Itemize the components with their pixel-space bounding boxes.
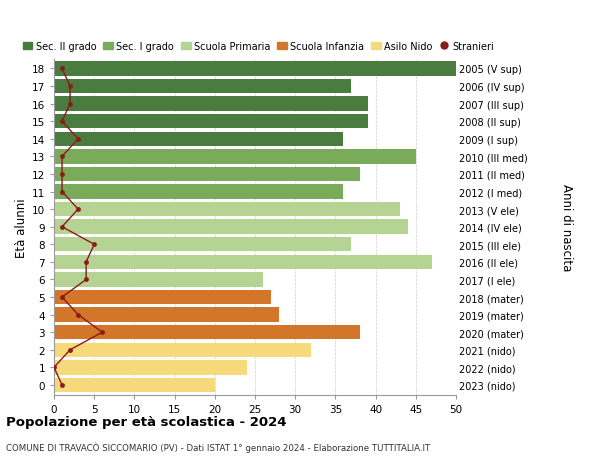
Bar xyxy=(54,202,400,217)
Bar xyxy=(54,132,343,147)
Bar xyxy=(54,62,456,77)
Y-axis label: Età alunni: Età alunni xyxy=(14,197,28,257)
Legend: Sec. II grado, Sec. I grado, Scuola Primaria, Scuola Infanzia, Asilo Nido, Stran: Sec. II grado, Sec. I grado, Scuola Prim… xyxy=(23,41,494,51)
Bar xyxy=(54,115,368,129)
Bar xyxy=(54,185,343,199)
Bar xyxy=(54,97,368,112)
Bar xyxy=(54,150,416,164)
Bar xyxy=(54,255,432,269)
Bar xyxy=(54,273,263,287)
Text: COMUNE DI TRAVACÒ SICCOMARIO (PV) - Dati ISTAT 1° gennaio 2024 - Elaborazione TU: COMUNE DI TRAVACÒ SICCOMARIO (PV) - Dati… xyxy=(6,442,430,452)
Bar xyxy=(54,308,279,322)
Bar xyxy=(54,343,311,357)
Bar xyxy=(54,290,271,305)
Bar xyxy=(54,360,247,375)
Bar xyxy=(54,238,352,252)
Y-axis label: Anni di nascita: Anni di nascita xyxy=(560,184,573,271)
Bar xyxy=(54,80,352,94)
Bar xyxy=(54,220,408,235)
Bar xyxy=(54,168,359,182)
Text: Popolazione per età scolastica - 2024: Popolazione per età scolastica - 2024 xyxy=(6,415,287,428)
Bar xyxy=(54,325,359,340)
Bar xyxy=(54,378,215,392)
